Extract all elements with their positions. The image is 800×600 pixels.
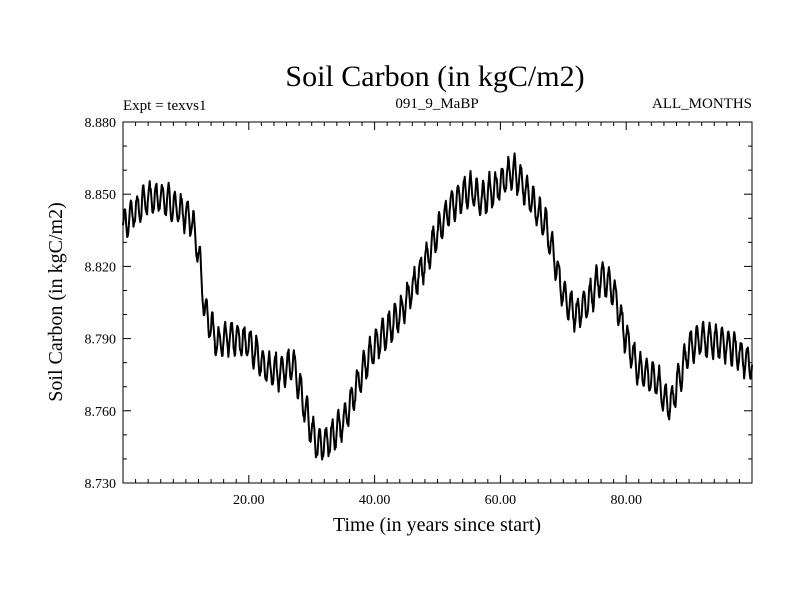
x-axis: 20.00 40.00 60.00 80.00 — [135, 122, 740, 508]
x-tick-label: 60.00 — [485, 493, 517, 508]
months-label: ALL_MONTHS — [652, 96, 752, 112]
x-tick-label: 80.00 — [610, 493, 642, 508]
x-tick-label: 20.00 — [233, 493, 265, 508]
y-axis: 8.730 8.760 8.790 8.820 8.850 8.880 — [85, 116, 752, 492]
chart-title: Soil Carbon (in kgC/m2) — [285, 60, 584, 93]
y-tick-label: 8.730 — [85, 477, 117, 492]
y-tick-label: 8.880 — [85, 116, 117, 131]
period-label: 091_9_MaBP — [395, 96, 478, 112]
x-tick-label: 40.00 — [359, 493, 391, 508]
y-tick-label: 8.820 — [85, 260, 117, 275]
plot-frame — [122, 121, 753, 484]
y-axis-label: Soil Carbon (in kgC/m2) — [45, 202, 67, 401]
y-tick-label: 8.790 — [85, 333, 117, 348]
experiment-label: Expt = texvs1 — [123, 98, 206, 114]
y-tick-label: 8.760 — [85, 405, 117, 420]
y-tick-label: 8.850 — [85, 188, 117, 203]
soil-carbon-series-line — [122, 152, 753, 461]
x-axis-label: Time (in years since start) — [333, 514, 541, 536]
